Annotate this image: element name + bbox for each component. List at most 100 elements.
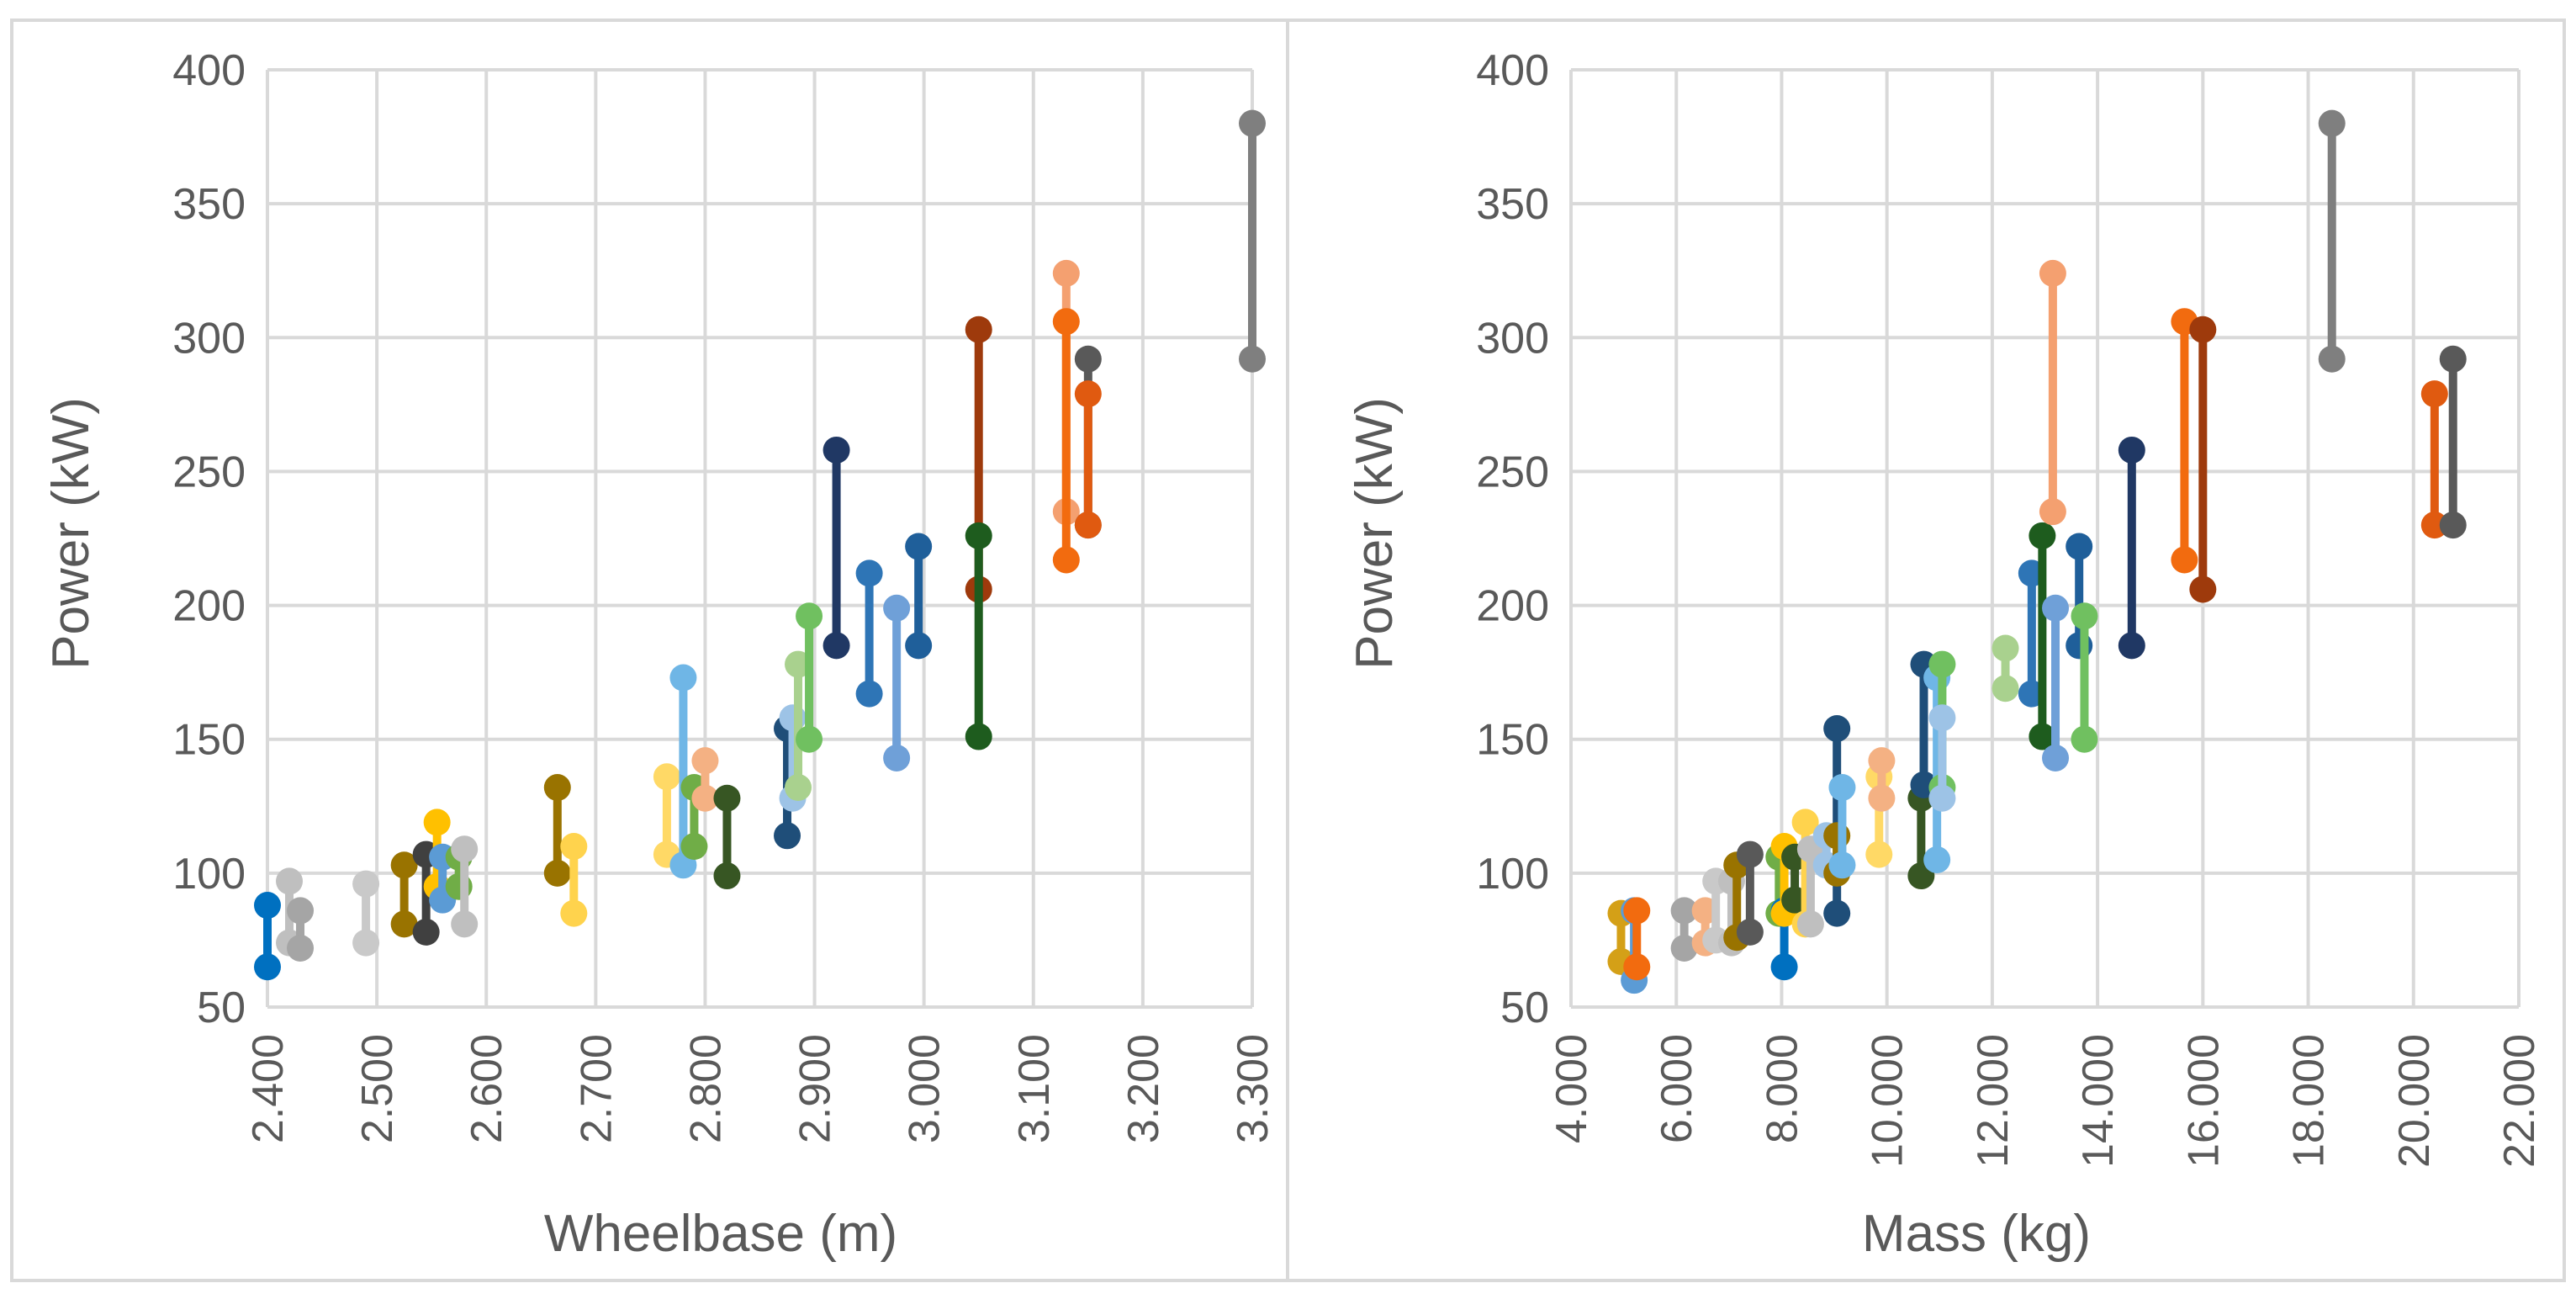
y-tick-label: 250 — [172, 448, 246, 496]
min-point — [1992, 675, 2019, 703]
max-point — [965, 522, 992, 549]
y-tick-label: 200 — [1476, 582, 1549, 631]
y-tick-label: 50 — [197, 984, 246, 1032]
min-point — [713, 862, 741, 890]
min-point — [905, 632, 933, 660]
range-mark — [2042, 594, 2070, 771]
y-tick-label: 50 — [1500, 984, 1549, 1032]
min-point — [883, 744, 911, 771]
x-tick-label: 3.000 — [901, 1034, 949, 1143]
x-tick-label: 3.300 — [1229, 1034, 1277, 1143]
min-point — [2042, 744, 2070, 771]
range-mark — [965, 522, 992, 750]
max-point — [451, 835, 479, 863]
range-mark — [691, 747, 719, 812]
x-tick-label: 14.000 — [2074, 1034, 2123, 1168]
max-point — [1823, 714, 1851, 742]
min-point — [1670, 934, 1698, 962]
range-mark — [669, 664, 697, 879]
x-tick-label: 2.800 — [681, 1034, 730, 1143]
max-point — [965, 315, 992, 343]
max-point — [287, 897, 315, 925]
min-point — [1823, 899, 1851, 927]
range-marks — [254, 109, 1266, 981]
x-tick-label: 12.000 — [1969, 1034, 2018, 1168]
y-tick-label: 350 — [1476, 180, 1549, 229]
min-point — [1923, 846, 1951, 873]
range-mark — [823, 436, 850, 660]
x-tick-label: 20.000 — [2390, 1034, 2439, 1168]
max-point — [1239, 109, 1266, 137]
y-axis-title: Power (kW) — [1346, 397, 1404, 670]
max-point — [254, 892, 281, 920]
range-mark — [352, 870, 380, 957]
y-tick-label: 100 — [172, 850, 246, 899]
x-tick-label: 8.000 — [1758, 1034, 1806, 1143]
x-tick-label: 2.600 — [463, 1034, 511, 1143]
range-mark — [543, 774, 571, 887]
max-point — [1992, 634, 2019, 662]
min-point — [2189, 575, 2217, 603]
range-mark — [785, 650, 812, 802]
y-tick-label: 300 — [1476, 314, 1549, 363]
max-point — [2066, 533, 2093, 560]
max-point — [543, 774, 571, 802]
max-point — [905, 533, 933, 560]
max-point — [691, 747, 719, 775]
min-point — [2029, 723, 2056, 750]
max-point — [423, 809, 451, 836]
min-point — [1623, 953, 1651, 981]
min-point — [287, 934, 315, 962]
min-point — [1239, 345, 1266, 373]
min-point — [390, 910, 418, 938]
max-point — [785, 650, 812, 678]
range-mark — [1736, 840, 1764, 946]
min-point — [1828, 851, 1856, 879]
range-mark — [2189, 315, 2217, 603]
range-mark — [2420, 380, 2448, 539]
min-point — [2318, 345, 2346, 373]
max-point — [2029, 522, 2056, 549]
range-mark — [2118, 436, 2145, 660]
x-tick-label: 22.000 — [2495, 1034, 2544, 1168]
max-point — [1736, 840, 1764, 868]
max-point — [560, 833, 588, 861]
y-axis-tick-labels: 50 100 150 200 250 300 350 400 — [172, 46, 246, 1032]
range-mark — [796, 602, 823, 753]
range-mark — [254, 892, 281, 981]
x-tick-label: 3.200 — [1119, 1034, 1168, 1143]
max-point — [713, 784, 741, 812]
min-point — [543, 859, 571, 887]
max-point — [1074, 380, 1102, 408]
max-point — [352, 870, 380, 898]
x-axis-title: Mass (kg) — [1862, 1205, 2091, 1263]
x-tick-label: 16.000 — [2179, 1034, 2228, 1168]
mass-power-chart: 50 100 150 200 250 300 350 400 4.000 6.000 8.000 1… — [1346, 46, 2544, 1263]
min-point — [451, 910, 479, 938]
max-point — [1052, 308, 1080, 336]
range-mark — [287, 897, 315, 962]
y-tick-label: 200 — [172, 582, 246, 631]
x-tick-label: 6.000 — [1653, 1034, 1701, 1143]
range-mark — [883, 594, 911, 771]
y-tick-label: 350 — [172, 180, 246, 229]
min-point — [1074, 512, 1102, 539]
range-mark — [1828, 774, 1856, 879]
range-mark — [390, 851, 418, 938]
max-point — [653, 763, 680, 791]
range-mark — [855, 559, 883, 708]
min-point — [2439, 512, 2467, 539]
min-point — [560, 899, 588, 927]
max-point — [1074, 345, 1102, 373]
min-point — [691, 784, 719, 812]
min-point — [785, 774, 812, 802]
min-point — [2171, 546, 2198, 574]
range-mark — [1868, 747, 1896, 812]
y-tick-label: 400 — [172, 46, 246, 95]
min-point — [1868, 784, 1896, 812]
min-point — [1770, 953, 1798, 981]
y-axis-tick-labels: 50 100 150 200 250 300 350 400 — [1476, 46, 1549, 1032]
max-point — [2042, 594, 2070, 622]
min-point — [2039, 498, 2066, 526]
max-point — [1868, 747, 1896, 775]
